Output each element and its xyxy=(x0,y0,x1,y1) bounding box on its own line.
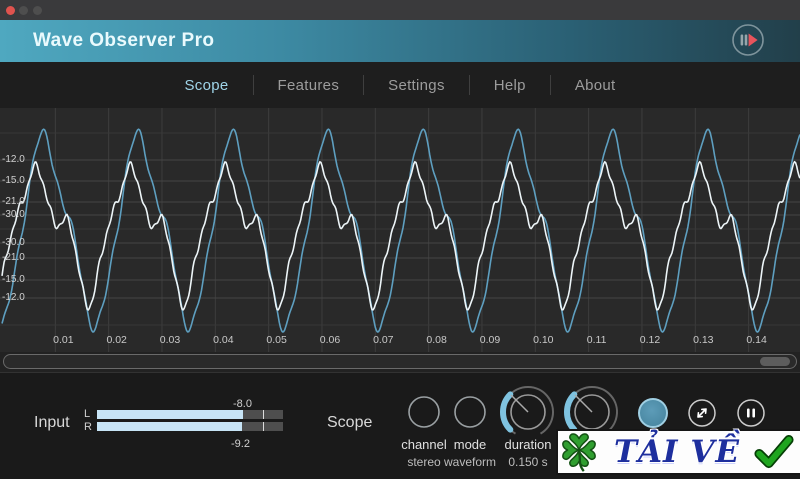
y-axis-label: -15.0 xyxy=(2,274,25,285)
y-axis-label: -21.0 xyxy=(2,252,25,263)
input-section-label: Input xyxy=(34,414,70,431)
x-axis-label: 0.09 xyxy=(479,334,501,346)
meter-tick-left xyxy=(262,410,264,419)
y-axis-label: -12.0 xyxy=(2,292,25,303)
tab-scope[interactable]: Scope xyxy=(184,76,229,94)
tab-about[interactable]: About xyxy=(574,76,616,94)
y-axis-label: -12.0 xyxy=(2,154,25,165)
pause-button[interactable] xyxy=(737,399,765,432)
x-axis-label: 0.10 xyxy=(533,334,554,346)
x-axis-label: 0.05 xyxy=(266,334,287,346)
x-axis-label: 0.14 xyxy=(746,334,767,346)
x-axis-label: 0.08 xyxy=(426,334,447,346)
play-pause-button[interactable] xyxy=(731,23,765,57)
channel-knob-value: stereo xyxy=(407,455,441,469)
tab-divider xyxy=(468,75,470,95)
x-axis-label: 0.12 xyxy=(639,334,661,346)
tab-help[interactable]: Help xyxy=(493,76,526,94)
tab-bar: Scope Features Settings Help About xyxy=(0,62,800,108)
close-window-button[interactable] xyxy=(6,6,15,15)
meter-tick-right xyxy=(262,422,264,431)
knob-icon xyxy=(454,396,486,428)
x-axis-label: 0.01 xyxy=(53,334,74,346)
horizontal-scrollbar[interactable] xyxy=(3,354,797,369)
mode-knob-label: mode xyxy=(453,437,487,452)
x-axis-label: 0.03 xyxy=(159,334,181,346)
peak-value-left: -8.0 xyxy=(233,398,252,410)
clover-icon xyxy=(562,433,596,472)
peak-value-right: -9.2 xyxy=(231,438,250,450)
play-pause-icon xyxy=(732,24,764,56)
tab-divider xyxy=(363,75,365,95)
knob-icon xyxy=(500,386,554,435)
resize-arrow-icon xyxy=(688,399,716,427)
tab-features[interactable]: Features xyxy=(277,76,340,94)
trace-color-button[interactable] xyxy=(638,398,668,428)
meter-fill-left xyxy=(97,410,243,419)
tab-divider xyxy=(252,75,254,95)
waveform-trace-right xyxy=(1,128,800,333)
left-channel-label: L xyxy=(84,408,91,420)
mode-knob-value: waveform xyxy=(443,455,496,469)
scrollbar-thumb[interactable] xyxy=(760,357,790,366)
duration-knob-value: 0.150 s xyxy=(508,455,548,469)
resize-button[interactable] xyxy=(688,399,716,432)
waveform-canvas xyxy=(0,108,800,352)
channel-knob[interactable] xyxy=(406,394,442,435)
scope-display: -12.0 -15.0 -21.0 -30.0 -30.0 -21.0 -15.0 -12.0… xyxy=(0,108,800,352)
duration-knob-label: duration xyxy=(504,437,552,452)
y-axis-label: -15.0 xyxy=(2,175,25,186)
waveform-trace-left xyxy=(1,160,800,311)
tab-settings[interactable]: Settings xyxy=(388,76,445,94)
y-axis-label: -30.0 xyxy=(2,209,25,220)
y-axis-label: -30.0 xyxy=(2,237,25,248)
zoom-window-button[interactable] xyxy=(33,6,42,15)
watermark-text: TẢI VỀ xyxy=(613,434,741,470)
y-axis-label: -21.0 xyxy=(2,196,25,207)
x-axis-label: 0.07 xyxy=(373,334,394,346)
minimize-window-button[interactable] xyxy=(19,6,28,15)
level-meter-right xyxy=(97,422,283,431)
tab-divider xyxy=(549,75,551,95)
header: Wave Observer Pro xyxy=(0,20,800,62)
titlebar xyxy=(0,0,800,20)
level-meter-left xyxy=(97,410,283,419)
checkmark-icon xyxy=(754,435,794,469)
scrollbar-row xyxy=(0,352,800,372)
download-watermark[interactable]: TẢI VỀ xyxy=(556,429,800,475)
knob-icon xyxy=(408,396,440,428)
x-axis-label: 0.13 xyxy=(693,334,714,346)
channel-knob-label: channel xyxy=(401,437,447,452)
page-title: Wave Observer Pro xyxy=(33,30,215,51)
right-channel-label: R xyxy=(84,421,92,433)
scope-section-label: Scope xyxy=(327,414,373,431)
pause-icon xyxy=(737,399,765,427)
mode-knob[interactable] xyxy=(452,394,488,435)
duration-knob[interactable] xyxy=(498,382,558,447)
meter-fill-right xyxy=(97,422,242,431)
x-axis-label: 0.11 xyxy=(586,334,607,346)
x-axis-label: 0.06 xyxy=(319,334,341,346)
x-axis-label: 0.02 xyxy=(106,334,127,346)
x-axis-label: 0.04 xyxy=(213,334,234,346)
